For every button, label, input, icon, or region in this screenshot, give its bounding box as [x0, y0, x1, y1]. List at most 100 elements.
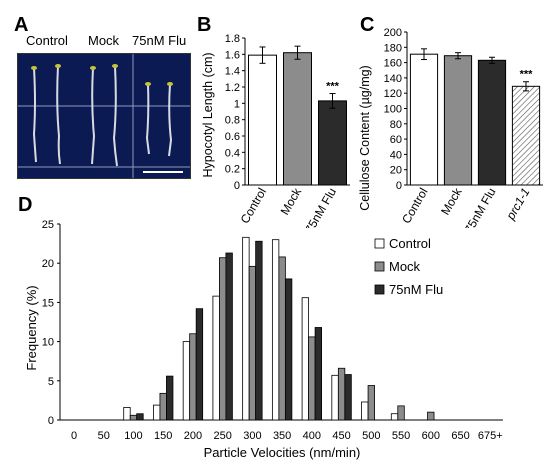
- y-tick-label: 0.4: [225, 147, 240, 159]
- x-tick-label: 600: [422, 430, 440, 442]
- histogram-bar: [166, 375, 174, 421]
- histogram-bar: [301, 297, 310, 421]
- bar: [409, 53, 439, 186]
- x-tick-label: 300: [243, 430, 261, 442]
- photo-label-control: Control: [26, 33, 68, 48]
- y-tick-label: 1.4: [225, 66, 240, 78]
- histogram-bar: [182, 341, 191, 421]
- y-tick-label: 140: [384, 73, 402, 85]
- y-tick-label: 15: [42, 297, 54, 309]
- histogram-bar: [427, 411, 435, 421]
- x-tick-label: 500: [362, 430, 380, 442]
- y-tick-label: 1.6: [225, 49, 240, 61]
- panel-letter-c: C: [360, 14, 375, 36]
- histogram-bar: [242, 236, 250, 421]
- x-tick-label: 350: [273, 430, 291, 442]
- histogram-bar: [278, 256, 286, 421]
- y-tick-label: 10: [42, 337, 54, 349]
- significance-label: ***: [326, 81, 340, 93]
- histogram-bar: [123, 407, 131, 421]
- x-tick-label: 550: [392, 430, 410, 442]
- histogram-bar: [225, 252, 233, 421]
- y-tick-label: 100: [384, 104, 402, 116]
- seedlings: [32, 65, 173, 167]
- histogram-bar: [331, 374, 339, 421]
- histogram-bar: [337, 367, 346, 421]
- histogram-bar: [129, 414, 138, 421]
- y-tick-label: 80: [390, 119, 402, 131]
- x-tick-label: 250: [213, 430, 231, 442]
- y-tick-label: 1: [234, 98, 240, 110]
- histogram-bar: [284, 278, 293, 421]
- x-tick-label: 50: [98, 430, 110, 442]
- velocity-histogram: Frequency (%) Particle Velocities (nm/mi…: [24, 219, 503, 460]
- legend-label: Control: [389, 236, 431, 251]
- y-tick-label: 25: [42, 219, 54, 231]
- bar: [318, 100, 347, 186]
- histogram-bar: [159, 392, 167, 421]
- y-axis-label: Hypocotyl Length (cm): [201, 52, 215, 177]
- x-tick-label: 200: [184, 430, 202, 442]
- histogram-bar: [271, 239, 280, 421]
- histogram-bar: [308, 336, 316, 421]
- hypocotyl-chart: Hypocotyl Length (cm) 0 0.2 0.4 0.6 0.8 1 1.2 1…: [201, 33, 350, 228]
- y-tick-label: 180: [384, 42, 402, 54]
- histogram-bar: [219, 257, 227, 421]
- histogram-bar: [136, 413, 144, 421]
- histogram-bar: [255, 240, 263, 421]
- x-axis-label: Particle Velocities (nm/min): [204, 445, 361, 460]
- x-tick-label: 150: [154, 430, 172, 442]
- y-tick-label: 160: [384, 58, 402, 70]
- y-tick-label: 40: [390, 149, 402, 161]
- histogram-bar: [153, 404, 161, 421]
- y-tick-label: 0: [48, 415, 54, 427]
- histogram-bar: [212, 295, 220, 421]
- legend-swatch: [374, 261, 385, 272]
- y-axis-label: Cellulose Content (µg/mg): [358, 65, 372, 210]
- y-tick-label: 200: [384, 28, 402, 39]
- y-axis-label: Frequency (%): [24, 285, 39, 370]
- bar: [283, 52, 312, 186]
- panel-letter-a: A: [14, 14, 29, 36]
- legend-label: Mock: [389, 259, 421, 274]
- y-tick-label: 0.2: [225, 164, 240, 176]
- x-tick-label: 100: [124, 430, 142, 442]
- histogram-bar: [397, 405, 405, 421]
- histogram-bar: [344, 374, 352, 421]
- y-tick-label: 120: [384, 88, 402, 100]
- histogram-bar: [248, 265, 257, 421]
- panel-letter-d: D: [18, 194, 33, 216]
- x-tick-label: 0: [71, 430, 77, 442]
- histogram-bar: [361, 401, 369, 421]
- panel-letter-b: B: [197, 14, 212, 36]
- bar: [248, 54, 277, 186]
- x-tick-label: 450: [332, 430, 350, 442]
- cotyledons: [31, 64, 173, 86]
- y-tick-label: 0.8: [225, 115, 240, 127]
- cellulose-chart: Cellulose Content (µg/mg) 0 20 40 60 80 100 12…: [358, 28, 543, 228]
- histogram-bar: [314, 327, 323, 421]
- seedling-photo: [17, 53, 191, 179]
- seedling-image: [18, 54, 190, 178]
- legend-label: 75nM Flu: [389, 282, 443, 297]
- histogram-bar: [189, 333, 197, 421]
- histogram-bar: [367, 385, 375, 421]
- y-tick-label: 0.6: [225, 131, 240, 143]
- y-tick-label: 20: [390, 165, 402, 177]
- legend-swatch: [374, 238, 385, 249]
- y-tick-label: 5: [48, 376, 54, 388]
- y-tick-label: 1.8: [225, 33, 240, 45]
- photo-label-mock: Mock: [88, 33, 120, 48]
- histogram-bar: [390, 413, 399, 421]
- y-tick-label: 20: [42, 258, 54, 270]
- histogram-bar: [195, 308, 204, 421]
- x-tick-label: 650: [451, 430, 469, 442]
- y-tick-label: 1.2: [225, 82, 240, 94]
- significance-label: ***: [520, 69, 534, 81]
- photo-label-flu: 75nM Flu: [132, 33, 187, 48]
- legend-swatch: [374, 284, 385, 295]
- y-tick-label: 0: [396, 180, 402, 192]
- x-tick-label: 400: [303, 430, 321, 442]
- bar: [477, 59, 507, 186]
- y-tick-label: 0: [234, 180, 240, 192]
